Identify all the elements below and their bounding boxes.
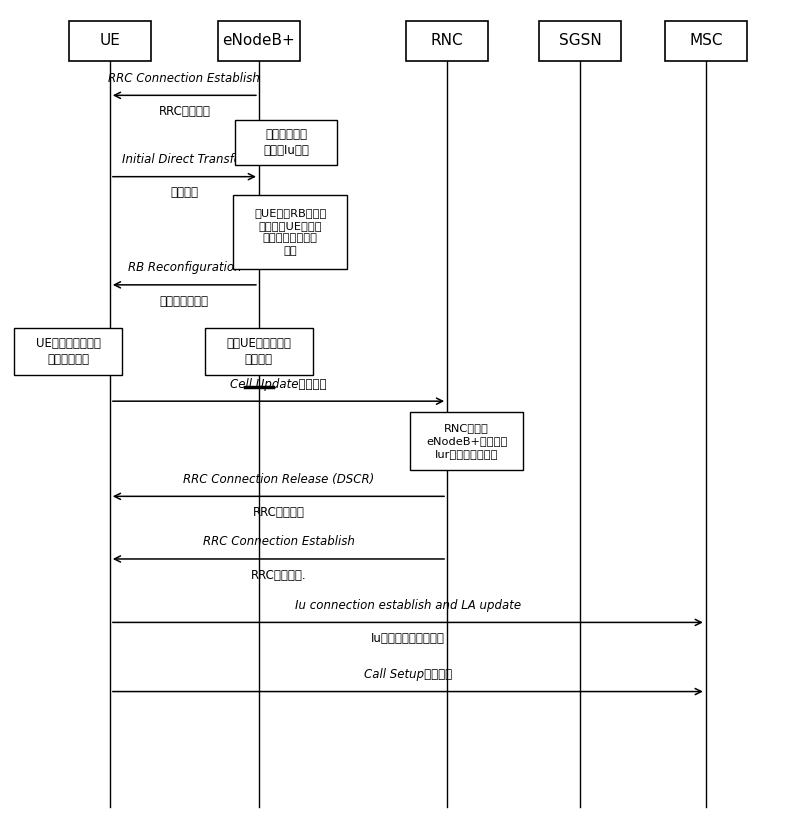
Text: 无线承载重配置: 无线承载重配置 bbox=[160, 295, 209, 308]
Text: Cell Update小区变更: Cell Update小区变更 bbox=[230, 378, 326, 391]
Text: RNC: RNC bbox=[430, 33, 463, 48]
Text: RB Reconfiguration: RB Reconfiguration bbox=[127, 261, 242, 274]
Text: RRC Connection Release (DSCR): RRC Connection Release (DSCR) bbox=[183, 473, 374, 486]
Text: UE向目标小区发送
小区变更消息: UE向目标小区发送 小区变更消息 bbox=[36, 337, 101, 366]
Bar bbox=[218, 21, 300, 61]
Bar bbox=[14, 328, 122, 375]
Text: RRC连接建立.: RRC连接建立. bbox=[250, 569, 306, 582]
Text: RRC连接建立: RRC连接建立 bbox=[158, 105, 210, 118]
Bar bbox=[410, 412, 523, 471]
Bar bbox=[234, 195, 347, 269]
Text: UE: UE bbox=[99, 33, 120, 48]
Text: RRC Connection Establish: RRC Connection Establish bbox=[202, 535, 354, 549]
Text: Iu connection establish and LA update: Iu connection establish and LA update bbox=[294, 598, 521, 612]
Text: Iu连接建立位置区变更: Iu连接建立位置区变更 bbox=[371, 632, 445, 645]
Bar bbox=[235, 120, 338, 165]
Bar bbox=[69, 21, 151, 61]
Text: MSC: MSC bbox=[689, 33, 722, 48]
Bar bbox=[665, 21, 747, 61]
Bar bbox=[205, 328, 313, 375]
Text: 初始直传: 初始直传 bbox=[170, 187, 198, 199]
Text: 释放UE的上下文和
无线钉路: 释放UE的上下文和 无线钉路 bbox=[226, 337, 291, 366]
Text: 向UE发送RB重配置
消息，将UE迁移到
小区前向接入信道
状态: 向UE发送RB重配置 消息，将UE迁移到 小区前向接入信道 状态 bbox=[254, 208, 326, 256]
Text: SGSN: SGSN bbox=[559, 33, 602, 48]
Text: Initial Direct Transfer: Initial Direct Transfer bbox=[122, 153, 246, 166]
Bar bbox=[406, 21, 488, 61]
Text: RRC连接释放: RRC连接释放 bbox=[253, 506, 305, 519]
Bar bbox=[539, 21, 622, 61]
Text: RRC Connection Establish: RRC Connection Establish bbox=[109, 71, 260, 85]
Text: 与电路域核心
网间无Iu连接: 与电路域核心 网间无Iu连接 bbox=[263, 128, 310, 157]
Text: RNC确定与
eNodeB+之间没有
Iur接口，释放连接: RNC确定与 eNodeB+之间没有 Iur接口，释放连接 bbox=[426, 423, 507, 459]
Text: eNodeB+: eNodeB+ bbox=[222, 33, 295, 48]
Text: Call Setup呼叫建立: Call Setup呼叫建立 bbox=[364, 668, 452, 681]
